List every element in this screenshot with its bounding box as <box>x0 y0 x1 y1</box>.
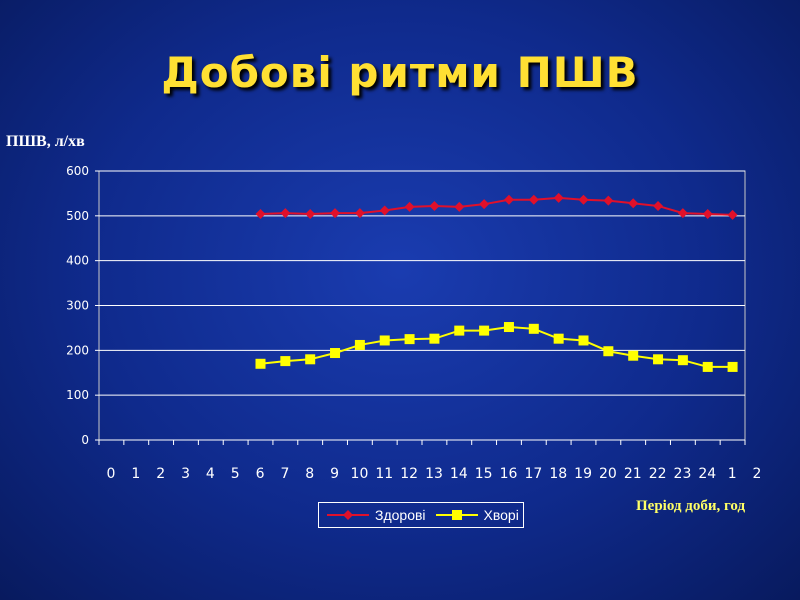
x-tick-label: 5 <box>231 466 240 482</box>
data-point <box>479 325 490 336</box>
x-tick-label: 14 <box>450 466 468 482</box>
data-point <box>628 350 639 361</box>
y-tick-label: 600 <box>66 164 89 178</box>
data-point <box>677 355 688 366</box>
data-point <box>479 199 490 210</box>
legend-item-healthy: Здорові <box>325 507 426 523</box>
y-tick-label: 400 <box>66 254 89 268</box>
x-tick-label: 20 <box>599 466 617 482</box>
data-point <box>503 194 514 205</box>
x-tick-label: 2 <box>156 466 165 482</box>
data-point <box>429 200 440 211</box>
data-point <box>653 200 664 211</box>
data-point <box>528 194 539 205</box>
x-tick-label: 0 <box>107 466 116 482</box>
data-point <box>454 201 465 212</box>
data-point <box>354 208 365 219</box>
data-point <box>603 195 614 206</box>
data-point <box>255 358 266 369</box>
data-point <box>255 209 266 220</box>
data-point <box>454 325 465 336</box>
x-tick-label: 4 <box>206 466 215 482</box>
data-point <box>503 322 514 333</box>
x-tick-label: 11 <box>375 466 393 482</box>
x-tick-label: 7 <box>280 466 289 482</box>
page-title: Добові ритми ПШВ <box>161 48 639 97</box>
x-axis-label: Період доби, год <box>636 498 746 514</box>
x-tick-label: 17 <box>524 466 542 482</box>
y-tick-label: 100 <box>66 388 89 402</box>
x-tick-label: 3 <box>181 466 190 482</box>
y-tick-label: 0 <box>81 433 89 447</box>
x-tick-label: 10 <box>351 466 369 482</box>
x-tick-label: 16 <box>500 466 518 482</box>
data-point <box>305 354 316 365</box>
x-tick-label: 8 <box>305 466 314 482</box>
data-point <box>677 208 688 219</box>
y-tick-label: 200 <box>66 343 89 357</box>
data-point <box>628 198 639 209</box>
legend-label-sick: Хворі <box>483 507 519 523</box>
data-point <box>404 201 415 212</box>
x-tick-label: 15 <box>475 466 493 482</box>
data-point <box>330 208 341 219</box>
x-tick-label: 21 <box>624 466 642 482</box>
x-tick-label: 2 <box>753 466 762 482</box>
x-tick-label: 6 <box>256 466 265 482</box>
data-point <box>280 208 291 219</box>
data-point <box>603 346 614 357</box>
data-point <box>330 348 341 359</box>
chart-legend: Здорові Хворі <box>318 502 524 528</box>
data-point <box>528 323 539 334</box>
data-point <box>429 333 440 344</box>
x-tick-label: 24 <box>698 466 716 482</box>
legend-label-healthy: Здорові <box>375 507 426 523</box>
x-tick-label: 23 <box>674 466 692 482</box>
data-point <box>702 361 713 372</box>
diamond-marker-icon <box>327 510 369 520</box>
data-point <box>727 361 738 372</box>
y-tick-label: 300 <box>66 299 89 313</box>
x-tick-label: 9 <box>330 466 339 482</box>
y-tick-label: 500 <box>66 209 89 223</box>
x-tick-label: 12 <box>400 466 418 482</box>
data-point <box>553 333 564 344</box>
data-point <box>354 339 365 350</box>
data-point <box>553 192 564 203</box>
data-point <box>404 334 415 345</box>
data-point <box>305 209 316 220</box>
x-tick-label: 13 <box>425 466 443 482</box>
x-tick-label: 18 <box>549 466 567 482</box>
y-axis-label: ПШВ, л/хв <box>6 133 85 150</box>
x-tick-label: 1 <box>131 466 140 482</box>
data-point <box>379 205 390 216</box>
legend-item-sick: Хворі <box>434 507 519 523</box>
data-point <box>727 209 738 220</box>
data-point <box>280 356 291 367</box>
x-tick-label: 1 <box>728 466 737 482</box>
square-marker-icon <box>435 510 478 520</box>
data-point <box>578 335 589 346</box>
data-point <box>578 194 589 205</box>
x-tick-label: 19 <box>574 466 592 482</box>
data-point <box>379 335 390 346</box>
data-point <box>653 354 664 365</box>
x-tick-label: 22 <box>649 466 667 482</box>
data-point <box>702 209 713 220</box>
